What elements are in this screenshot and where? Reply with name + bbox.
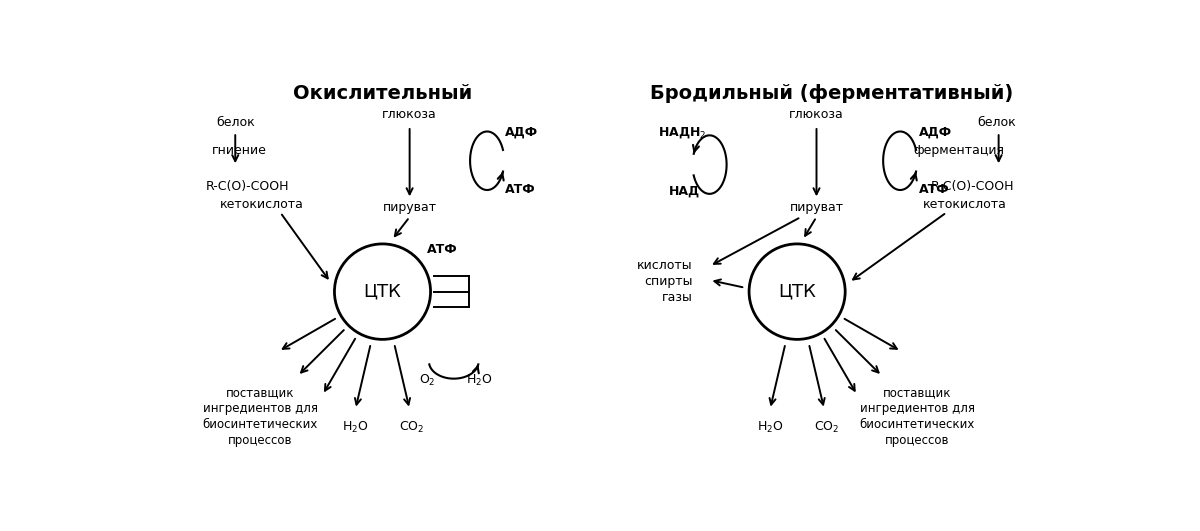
Text: АТФ: АТФ: [919, 183, 949, 196]
Text: $\mathregular{H_2O}$: $\mathregular{H_2O}$: [342, 420, 368, 435]
Text: пируват: пируват: [383, 201, 437, 214]
Text: белок: белок: [216, 116, 254, 129]
Text: кетокислота: кетокислота: [220, 198, 304, 211]
Text: АТФ: АТФ: [505, 183, 535, 196]
Text: Бродильный (ферментативный): Бродильный (ферментативный): [650, 84, 1014, 102]
Text: кетокислота: кетокислота: [923, 198, 1007, 211]
Text: белок: белок: [978, 116, 1016, 129]
Text: ЦТК: ЦТК: [364, 282, 402, 301]
Text: R-C(O)-COOH: R-C(O)-COOH: [931, 179, 1014, 193]
Text: глюкоза: глюкоза: [790, 108, 844, 121]
Circle shape: [335, 244, 431, 339]
Text: поставщик
ингредиентов для
биосинтетических
процессов: поставщик ингредиентов для биосинтетичес…: [203, 387, 318, 447]
Text: кислоты
спирты
газы: кислоты спирты газы: [637, 259, 692, 304]
Text: поставщик
ингредиентов для
биосинтетических
процессов: поставщик ингредиентов для биосинтетичес…: [859, 387, 974, 447]
Text: НАДН$_2$: НАДН$_2$: [658, 125, 706, 140]
Text: НАД: НАД: [670, 185, 701, 198]
Text: ферментация: ферментация: [913, 144, 1004, 157]
Text: $\mathregular{H_2O}$: $\mathregular{H_2O}$: [757, 420, 784, 435]
Text: ЦТК: ЦТК: [778, 282, 816, 301]
Text: $\mathregular{H_2O}$: $\mathregular{H_2O}$: [466, 372, 493, 388]
Text: $\mathregular{CO_2}$: $\mathregular{CO_2}$: [814, 420, 839, 435]
Text: $\mathregular{O_2}$: $\mathregular{O_2}$: [419, 372, 436, 388]
Text: АТФ: АТФ: [427, 243, 457, 256]
Text: АДФ: АДФ: [505, 126, 538, 139]
Circle shape: [749, 244, 845, 339]
Text: $\mathregular{CO_2}$: $\mathregular{CO_2}$: [400, 420, 425, 435]
Text: R-C(O)-COOH: R-C(O)-COOH: [206, 179, 289, 193]
Text: гниение: гниение: [212, 144, 266, 157]
Text: Окислительный: Окислительный: [293, 84, 472, 102]
Text: АДФ: АДФ: [919, 126, 952, 139]
Text: глюкоза: глюкоза: [383, 108, 437, 121]
Text: пируват: пируват: [790, 201, 844, 214]
